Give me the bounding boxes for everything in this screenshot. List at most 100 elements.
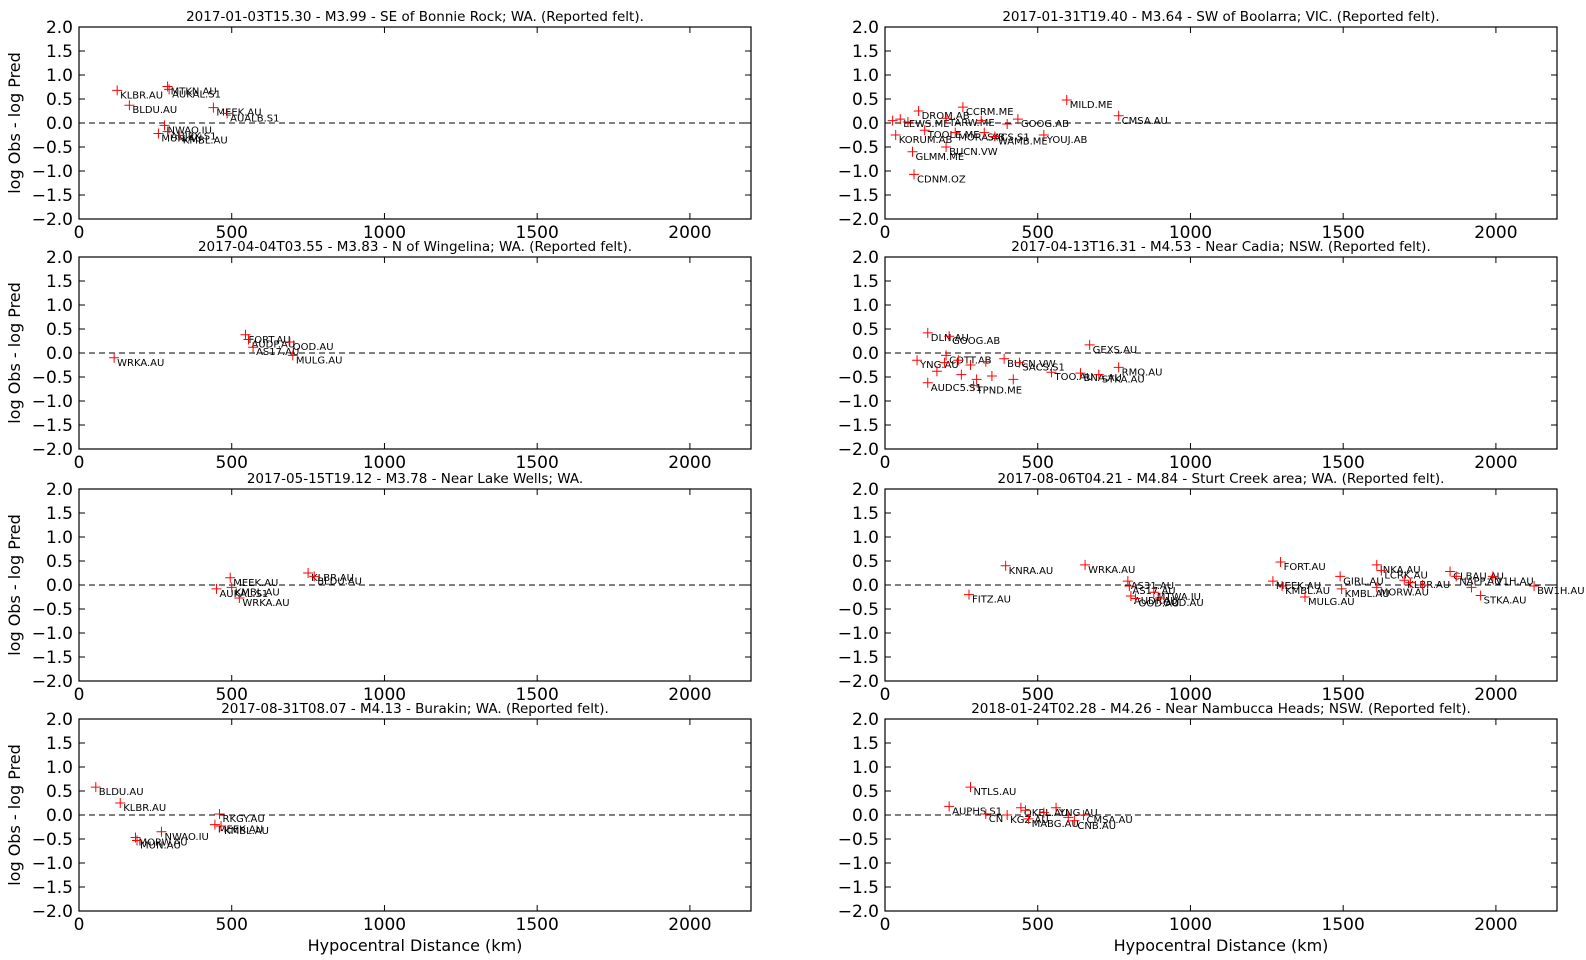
data-point-marker — [1012, 114, 1023, 125]
y-tick-label: −2.0 — [32, 672, 73, 692]
x-tick-label: 2000 — [668, 453, 711, 473]
station-label: AUPHS.S1 — [952, 806, 1002, 817]
station-label: AUKAL.S1 — [219, 589, 268, 600]
y-axis-label: log Obs - log Pred — [5, 514, 24, 656]
y-tick-label: −1.5 — [838, 878, 879, 898]
station-label: GIRL.AU — [1343, 576, 1384, 587]
data-point-marker — [953, 355, 964, 366]
station-label: SACS.S1 — [987, 133, 1029, 144]
station-label: AUKAL.S1 — [172, 89, 221, 100]
x-tick-label: 0 — [74, 453, 85, 473]
x-tick-label: 1000 — [1169, 685, 1212, 705]
data-point-marker — [912, 355, 923, 366]
station-label: MEEK.AU — [233, 578, 278, 589]
data-point-marker — [284, 336, 295, 347]
data-point-marker — [919, 125, 930, 136]
station-label: BNA.AU — [1083, 373, 1121, 384]
data-point-marker — [1124, 580, 1135, 591]
y-tick-label: 0.5 — [852, 320, 879, 340]
station-label: OOD.AU — [1138, 598, 1179, 609]
station-label: KMBL.AU — [1285, 586, 1330, 597]
station-label: AS17.AU — [256, 347, 299, 358]
station-label: MTKN.AU — [171, 87, 217, 98]
station-label: BLDU.AU — [132, 105, 177, 116]
station-label: DLN.AU — [931, 333, 969, 344]
y-tick-label: −1.5 — [838, 648, 879, 668]
data-point-marker — [939, 357, 950, 368]
station-label: INKA.AU — [1380, 565, 1421, 576]
station-label: CLBAU.AU — [1453, 572, 1504, 583]
y-tick-label: 0.0 — [852, 576, 879, 596]
data-point-marker — [1000, 560, 1011, 571]
station-label: MEEK.AU — [218, 825, 263, 836]
x-tick-label: 1500 — [1322, 453, 1365, 473]
chart-panel-1: 2017-01-03T15.30 - M3.99 - SE of Bonnie … — [5, 9, 752, 243]
y-tick-label: 0.0 — [852, 806, 879, 826]
data-point-marker — [159, 120, 170, 131]
station-label: MTWA.IU — [1157, 592, 1201, 603]
x-tick-label: 2000 — [1474, 453, 1517, 473]
station-label: GLMM.ME — [915, 152, 964, 163]
y-tick-label: 2.0 — [852, 248, 879, 268]
data-point-marker — [243, 334, 254, 345]
data-point-marker — [986, 371, 997, 382]
y-tick-label: −1.5 — [32, 416, 73, 436]
y-tick-label: −1.0 — [32, 854, 73, 874]
station-label: KLBR.AU — [123, 803, 166, 814]
data-point-marker — [156, 826, 167, 837]
data-point-marker — [162, 126, 173, 137]
station-label: GOOG.AB — [1021, 119, 1069, 130]
station-label: V1H.AU — [1496, 576, 1534, 587]
station-label: FITZ.AU — [972, 595, 1011, 606]
station-label: NWAO.IU — [164, 832, 208, 843]
station-label: YNG.AU — [919, 360, 959, 371]
station-label: BUCN.VW — [1007, 359, 1056, 370]
y-tick-label: 0.5 — [46, 90, 73, 110]
chart-panel-4: 2017-04-13T16.31 - M4.53 - Near Cadia; N… — [838, 239, 1558, 473]
data-point-marker — [1078, 810, 1089, 820]
station-label: MULG.AU — [296, 355, 343, 366]
station-label: MORW.AU — [1380, 587, 1429, 598]
data-point-marker — [964, 589, 974, 600]
data-point-marker — [1015, 802, 1026, 813]
data-point-marker — [287, 350, 298, 361]
station-label: TOO.AU — [1053, 372, 1093, 383]
y-tick-label: 1.0 — [46, 66, 73, 86]
y-tick-label: 0.0 — [46, 344, 73, 364]
x-tick-label: 0 — [74, 915, 85, 935]
station-label: KLBR.AU — [1407, 580, 1450, 591]
station-label: OOD.AU — [293, 342, 334, 353]
y-tick-label: 1.5 — [46, 42, 73, 62]
y-tick-label: 0.0 — [46, 576, 73, 596]
station-label: KLBR.AU — [120, 90, 163, 101]
station-label: MEEK.AU — [1276, 581, 1321, 592]
y-tick-label: −0.5 — [32, 830, 73, 850]
station-label: BLDU.AU — [99, 787, 144, 798]
station-label: GOOG.AB — [952, 336, 1000, 347]
data-point-marker — [214, 809, 225, 820]
x-tick-label: 0 — [880, 223, 891, 243]
station-label: MORW.AU — [139, 838, 188, 849]
y-tick-label: −0.5 — [32, 138, 73, 158]
station-label: MILD.ME — [1070, 100, 1113, 111]
station-label: MULG.AU — [1308, 597, 1355, 608]
y-axis-label: log Obs - log Pred — [5, 282, 24, 424]
station-label: CN — [989, 814, 1003, 825]
data-point-marker — [1371, 559, 1382, 570]
station-label: WAMB.ME — [998, 136, 1048, 147]
data-point-marker — [922, 377, 933, 388]
y-tick-label: 0.5 — [852, 782, 879, 802]
station-label: KNRA.AU — [1009, 566, 1054, 577]
y-tick-label: 2.0 — [852, 18, 879, 38]
chart-title: 2017-01-03T15.30 - M3.99 - SE of Bonnie … — [186, 9, 644, 25]
y-tick-label: −1.0 — [32, 624, 73, 644]
station-label: MORA.AB — [958, 133, 1005, 144]
data-point-marker — [913, 106, 924, 116]
data-point-marker — [1038, 130, 1049, 140]
data-point-marker — [1405, 577, 1416, 588]
y-tick-label: 1.0 — [46, 528, 73, 548]
y-tick-label: 1.5 — [852, 504, 879, 524]
chart-title: 2017-01-31T19.40 - M3.64 - SW of Boolarr… — [1002, 9, 1439, 25]
x-tick-label: 500 — [1022, 915, 1054, 935]
data-point-marker — [1487, 571, 1498, 582]
